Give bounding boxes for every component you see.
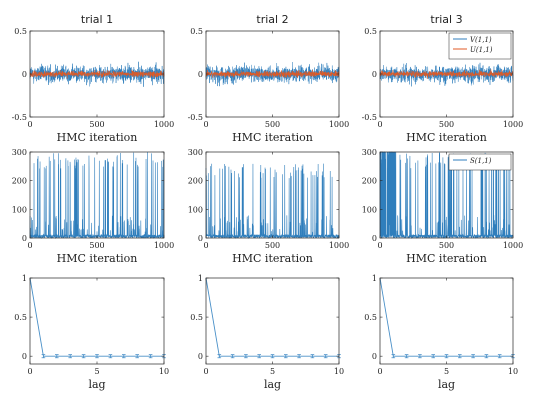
x-tick-label: 0: [203, 241, 208, 250]
y-tick-label: 1: [372, 274, 377, 283]
legend: V(1,1) U(1,1): [448, 32, 512, 60]
trial3-s-panel: 0 500 1000 0 100 200 300 HMC iteration S(1,1): [362, 148, 523, 265]
plot-area: [380, 278, 513, 364]
legend-label: U(1,1): [470, 46, 493, 54]
y-tick-label: 0: [22, 234, 27, 243]
x-tick-label: 0: [27, 241, 32, 250]
x-tick-label: 10: [334, 367, 344, 376]
series-u11-line: [205, 69, 340, 78]
x-tick-label: 5: [94, 367, 99, 376]
legend-label: V(1,1): [470, 36, 492, 44]
y-tick-label: 0: [372, 70, 377, 79]
x-tick-label: 500: [265, 241, 280, 250]
x-axis-label: HMC iteration: [406, 252, 487, 265]
plot-area: [30, 278, 164, 364]
x-tick-label: 500: [439, 241, 454, 250]
y-tick-label: 0: [22, 352, 27, 361]
x-tick-label: 1000: [329, 241, 349, 250]
y-tick-label: 0: [372, 234, 377, 243]
y-tick-label: 0: [22, 70, 27, 79]
trial3-acf-panel: 0 5 10 0 0.5 1 lag: [364, 274, 518, 391]
x-tick-label: 500: [265, 120, 280, 129]
panel-title: trial 1: [81, 13, 113, 26]
panel-title: trial 3: [430, 13, 462, 26]
y-tick-label: 0.5: [190, 313, 203, 322]
x-tick-label: 0: [27, 367, 32, 376]
x-tick-label: 500: [89, 241, 104, 250]
trial1-s-panel: 0 500 1000 0 100 200 300 HMC iteration: [12, 148, 174, 265]
y-tick-label: -0.5: [12, 113, 27, 122]
x-tick-label: 5: [270, 367, 275, 376]
series-u11-line: [379, 69, 514, 79]
y-tick-label: 100: [12, 205, 27, 214]
y-tick-label: -0.5: [188, 113, 203, 122]
trial2-acf-panel: 0 5 10 0 0.5 1 lag: [190, 274, 344, 391]
y-tick-label: 0: [372, 352, 377, 361]
y-tick-label: 1: [198, 274, 203, 283]
x-axis-label: lag: [88, 378, 105, 391]
x-tick-label: 0: [377, 367, 382, 376]
y-tick-label: 0.5: [364, 313, 377, 322]
y-tick-label: -0.5: [362, 113, 377, 122]
x-axis-label: lag: [438, 378, 455, 391]
x-axis-label: lag: [264, 378, 281, 391]
x-axis-label: HMC iteration: [232, 252, 313, 265]
y-tick-label: 300: [362, 148, 377, 157]
series-s11-line: [379, 151, 514, 240]
x-tick-label: 10: [508, 367, 518, 376]
y-tick-label: 300: [12, 148, 27, 157]
legend: S(1,1): [448, 153, 512, 171]
x-tick-label: 0: [377, 120, 382, 129]
y-tick-label: 0: [198, 70, 203, 79]
y-tick-label: 0: [198, 234, 203, 243]
y-tick-label: 0.5: [14, 27, 27, 36]
y-tick-label: 0.5: [14, 313, 27, 322]
x-tick-label: 1000: [503, 241, 523, 250]
legend-box: [448, 153, 512, 171]
legend-label: S(1,1): [470, 157, 492, 165]
y-tick-label: 1: [22, 274, 27, 283]
x-tick-label: 1000: [503, 120, 523, 129]
trial1-acf-panel: 0 5 10 0 0.5 1 lag: [14, 274, 169, 391]
y-tick-label: 100: [188, 205, 203, 214]
x-axis-label: HMC iteration: [57, 252, 138, 265]
x-tick-label: 500: [89, 120, 104, 129]
panel-title: trial 2: [256, 13, 288, 26]
y-tick-label: 200: [362, 177, 377, 186]
y-tick-label: 0.5: [190, 27, 203, 36]
x-tick-label: 1000: [154, 241, 174, 250]
x-tick-label: 0: [203, 367, 208, 376]
x-tick-label: 10: [159, 367, 169, 376]
y-tick-label: 100: [362, 205, 377, 214]
series-v11-line: [379, 62, 514, 87]
x-axis-label: HMC iteration: [406, 131, 487, 144]
series-s11-line: [29, 152, 165, 240]
x-tick-label: 0: [203, 120, 208, 129]
y-tick-label: 200: [12, 177, 27, 186]
y-tick-label: 0: [198, 352, 203, 361]
x-tick-label: 1000: [154, 120, 174, 129]
y-tick-label: 300: [188, 148, 203, 157]
x-tick-label: 1000: [329, 120, 349, 129]
plot-area: [30, 152, 164, 238]
series-u11-line: [29, 69, 165, 79]
y-tick-label: 0.5: [364, 27, 377, 36]
x-tick-label: 0: [27, 120, 32, 129]
x-tick-label: 5: [444, 367, 449, 376]
x-tick-label: 0: [377, 241, 382, 250]
y-tick-label: 200: [188, 177, 203, 186]
x-axis-label: HMC iteration: [232, 131, 313, 144]
trial2-s-panel: 0 500 1000 0 100 200 300 HMC iteration: [188, 148, 349, 265]
x-axis-label: HMC iteration: [57, 131, 138, 144]
x-tick-label: 500: [439, 120, 454, 129]
plot-area: [206, 278, 339, 364]
legend-box: [448, 32, 512, 60]
